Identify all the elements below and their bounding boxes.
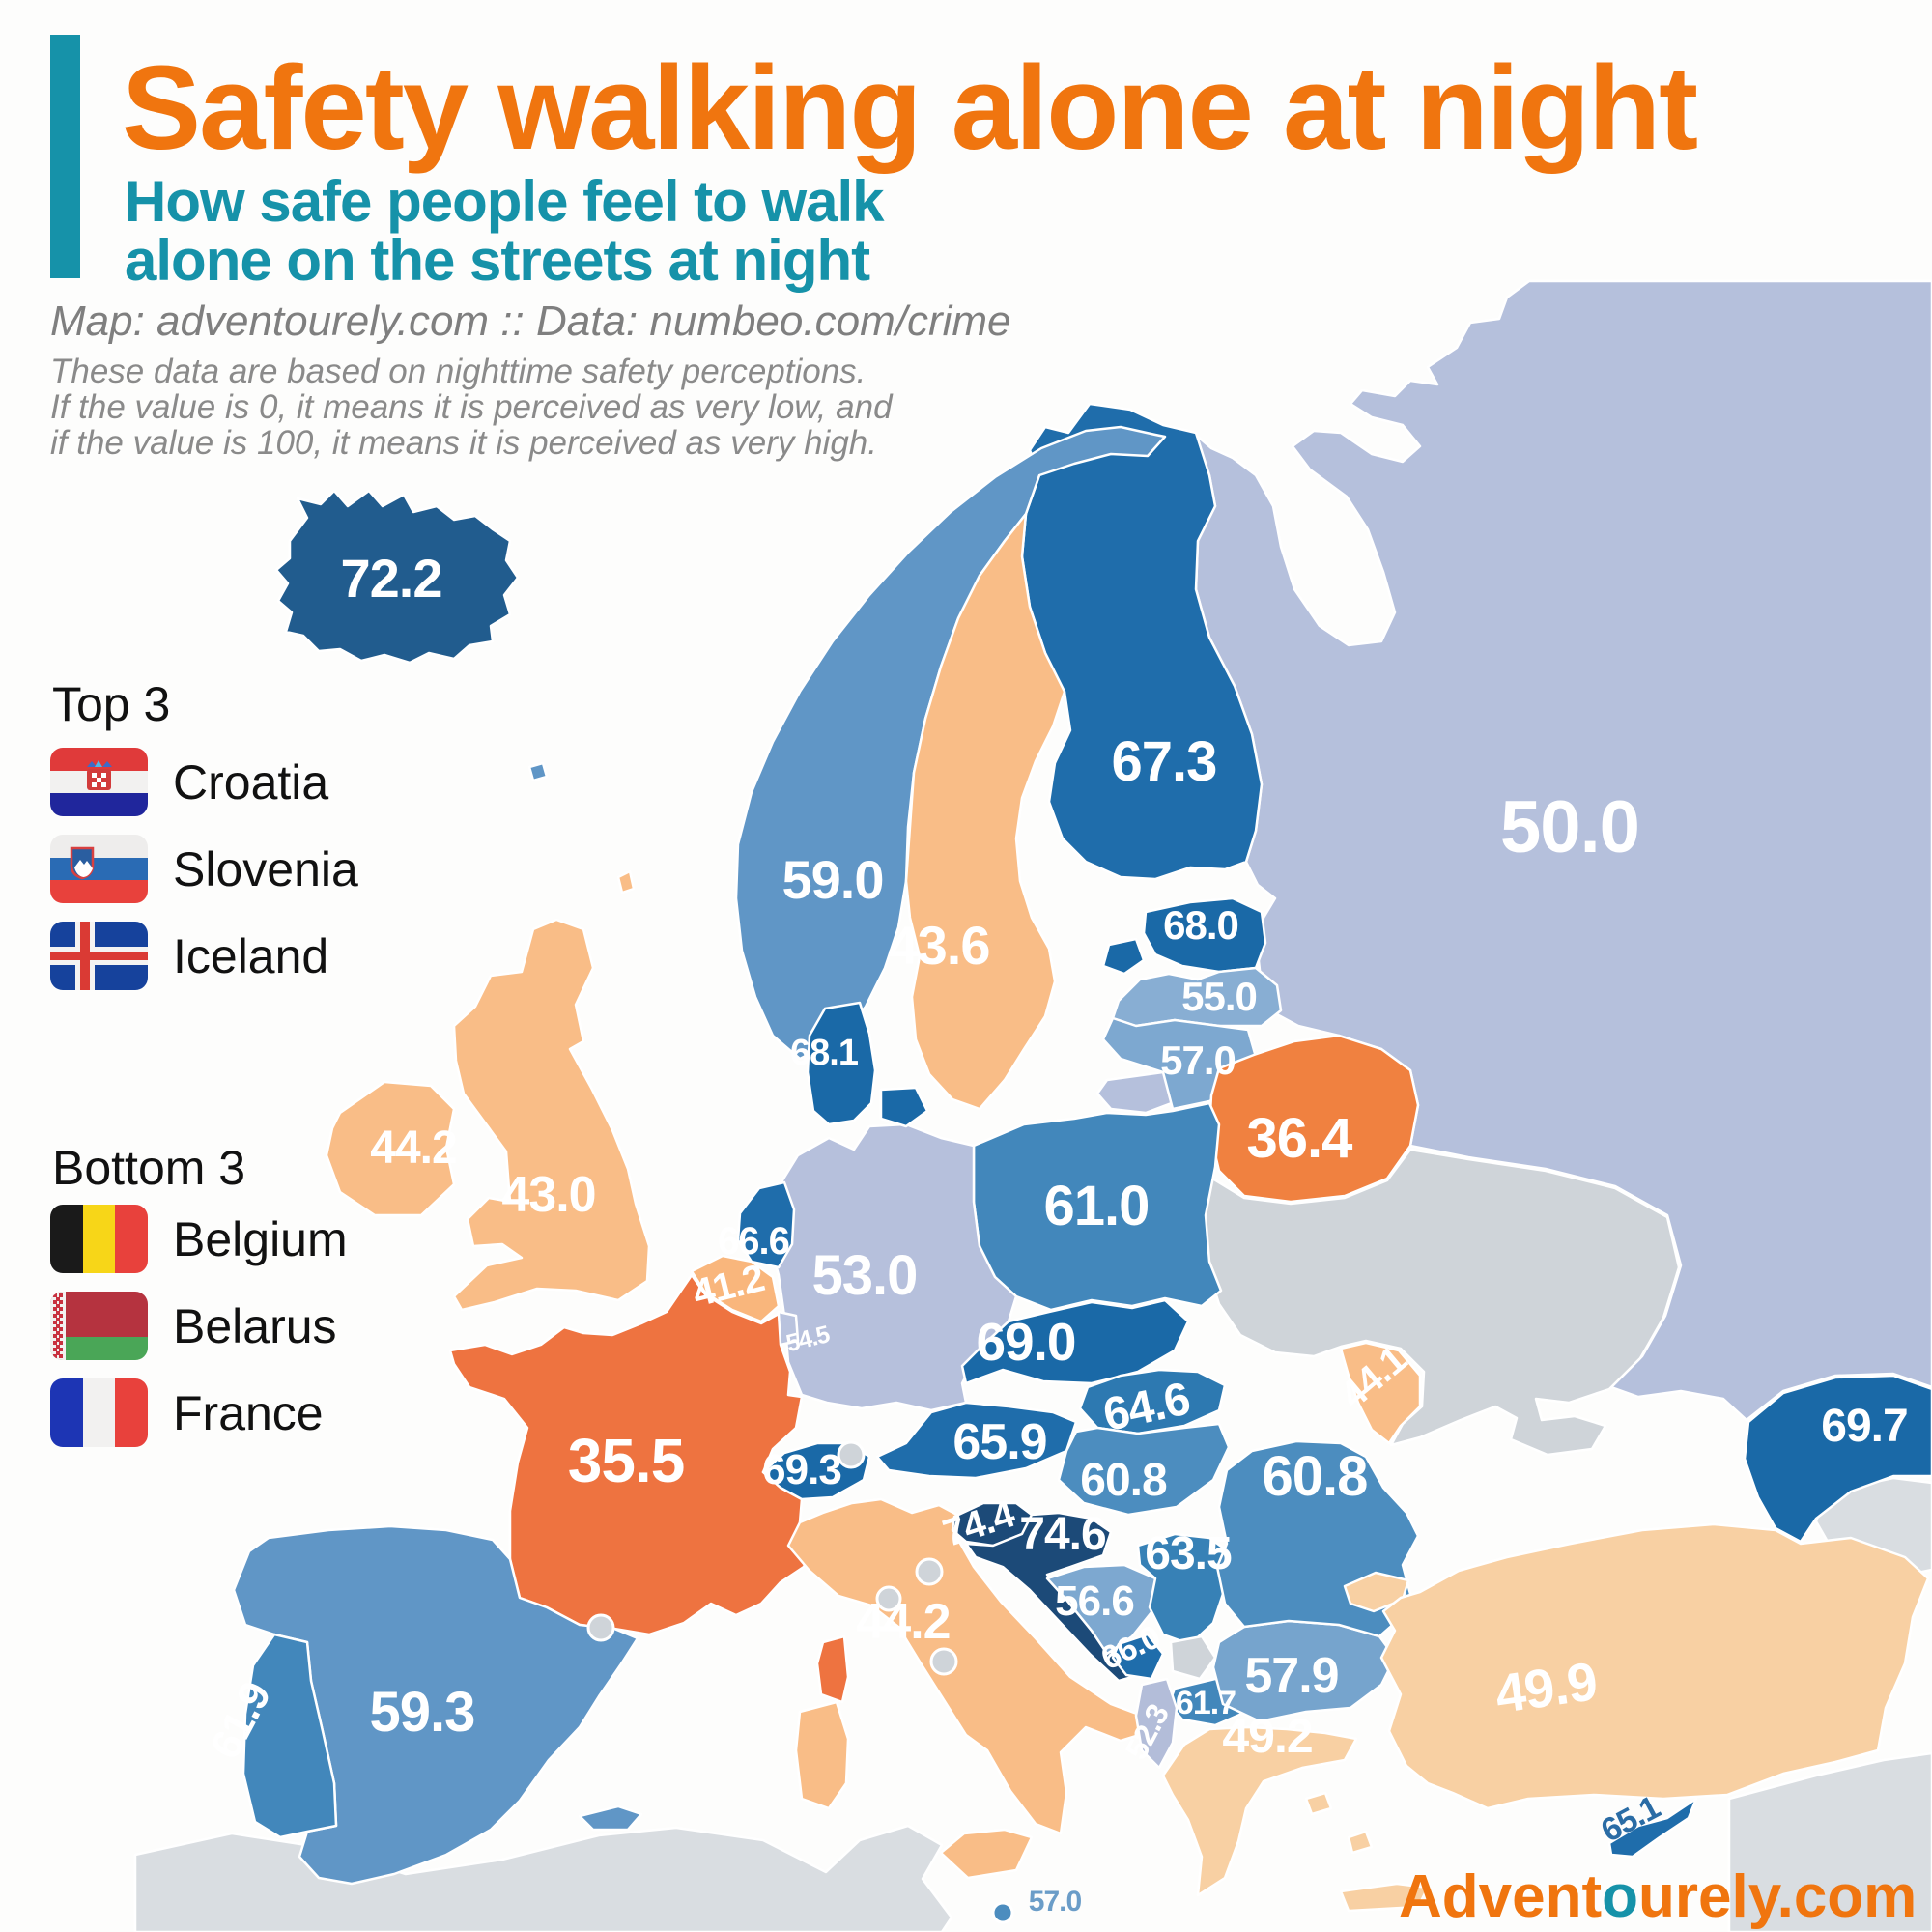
svg-text:43.6: 43.6 — [889, 915, 990, 976]
svg-text:57.9: 57.9 — [1244, 1648, 1338, 1704]
svg-text:56.6: 56.6 — [1055, 1577, 1134, 1625]
svg-text:35.5: 35.5 — [568, 1426, 685, 1495]
svg-text:44.2: 44.2 — [856, 1594, 950, 1650]
svg-text:72.2: 72.2 — [341, 548, 442, 609]
svg-text:49.2: 49.2 — [1222, 1709, 1312, 1763]
svg-text:74.6: 74.6 — [1019, 1509, 1105, 1560]
svg-text:68.0: 68.0 — [1163, 902, 1238, 948]
svg-text:53.0: 53.0 — [812, 1244, 918, 1307]
svg-text:59.3: 59.3 — [370, 1681, 475, 1744]
svg-text:49.9: 49.9 — [1492, 1650, 1601, 1724]
svg-text:69.0: 69.0 — [976, 1312, 1075, 1372]
svg-text:59.0: 59.0 — [782, 849, 884, 910]
svg-text:63.5: 63.5 — [1145, 1528, 1232, 1579]
svg-text:69.3: 69.3 — [762, 1446, 841, 1493]
svg-text:68.1: 68.1 — [790, 1033, 859, 1073]
svg-text:50.0: 50.0 — [1500, 786, 1639, 868]
svg-text:60.8: 60.8 — [1080, 1455, 1167, 1506]
svg-text:65.9: 65.9 — [952, 1414, 1046, 1470]
svg-text:60.8: 60.8 — [1263, 1445, 1368, 1508]
svg-text:44.2: 44.2 — [370, 1122, 456, 1174]
svg-text:43.0: 43.0 — [501, 1167, 595, 1223]
svg-text:57.0: 57.0 — [1160, 1037, 1236, 1083]
svg-text:57.0: 57.0 — [1029, 1886, 1082, 1918]
svg-text:69.7: 69.7 — [1821, 1401, 1907, 1452]
svg-text:61.0: 61.0 — [1044, 1175, 1150, 1237]
svg-text:36.4: 36.4 — [1247, 1107, 1353, 1170]
svg-text:66.6: 66.6 — [718, 1220, 789, 1263]
svg-text:55.0: 55.0 — [1181, 974, 1257, 1019]
svg-text:67.3: 67.3 — [1112, 730, 1217, 793]
svg-text:61.7: 61.7 — [1176, 1685, 1236, 1721]
